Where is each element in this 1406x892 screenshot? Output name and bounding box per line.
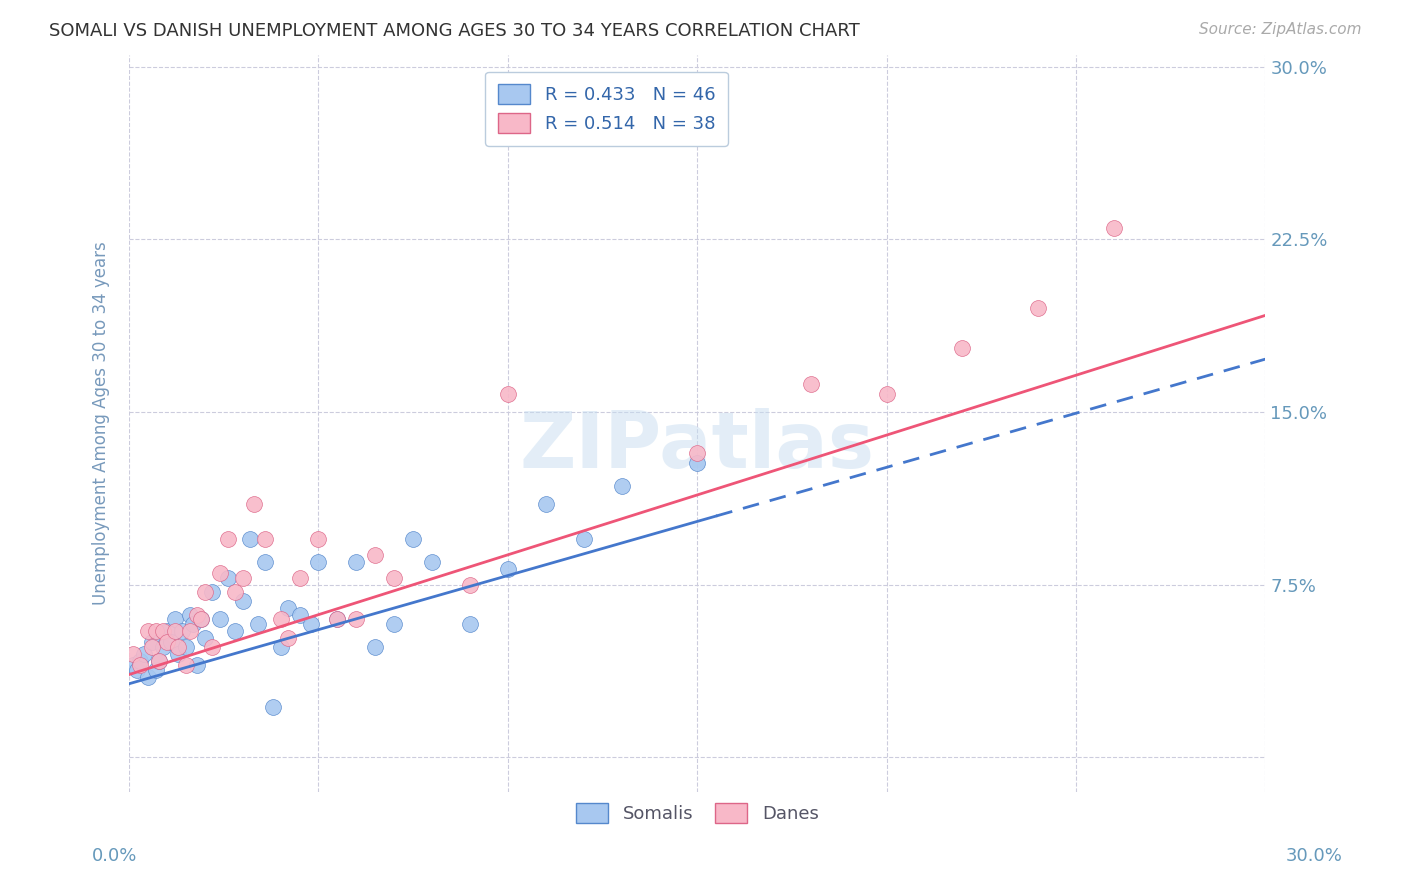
Point [145, 663, 167, 677]
Point [152, 640, 174, 654]
Point [163, 612, 186, 626]
Point [217, 571, 239, 585]
Point [194, 584, 217, 599]
Point [534, 497, 557, 511]
Point [167, 647, 190, 661]
Text: 0.0%: 0.0% [91, 847, 136, 865]
Point [232, 594, 254, 608]
Point [1102, 220, 1125, 235]
Point [148, 654, 170, 668]
Point [572, 532, 595, 546]
Point [163, 624, 186, 638]
Point [686, 446, 709, 460]
Point [246, 616, 269, 631]
Point [308, 555, 330, 569]
Point [382, 616, 405, 631]
Point [141, 635, 163, 649]
Point [254, 532, 277, 546]
Point [952, 341, 974, 355]
Point [224, 584, 246, 599]
Point [382, 571, 405, 585]
Point [277, 600, 299, 615]
Y-axis label: Unemployment Among Ages 30 to 34 years: Unemployment Among Ages 30 to 34 years [93, 242, 110, 606]
Point [344, 555, 367, 569]
Point [496, 386, 519, 401]
Point [179, 624, 201, 638]
Point [326, 612, 349, 626]
Point [232, 571, 254, 585]
Point [686, 456, 709, 470]
Point [190, 612, 212, 626]
Point [224, 624, 246, 638]
Point [194, 631, 217, 645]
Point [201, 584, 224, 599]
Point [288, 571, 311, 585]
Point [270, 640, 292, 654]
Point [254, 555, 277, 569]
Point [145, 624, 167, 638]
Point [364, 548, 387, 562]
Point [183, 616, 205, 631]
Text: 30.0%: 30.0% [1286, 847, 1343, 865]
Point [458, 578, 481, 592]
Point [243, 497, 266, 511]
Point [159, 635, 181, 649]
Point [420, 555, 443, 569]
Point [288, 607, 311, 622]
Point [172, 624, 194, 638]
Point [496, 561, 519, 575]
Point [201, 640, 224, 654]
Point [364, 640, 387, 654]
Point [136, 670, 159, 684]
Point [174, 640, 197, 654]
Text: ZIPatlas: ZIPatlas [520, 408, 875, 483]
Point [277, 631, 299, 645]
Point [148, 654, 170, 668]
Point [156, 624, 179, 638]
Point [326, 612, 349, 626]
Point [129, 654, 152, 668]
Point [122, 647, 145, 661]
Point [262, 699, 284, 714]
Point [1026, 301, 1049, 316]
Point [136, 624, 159, 638]
Legend: Somalis, Danes: Somalis, Danes [564, 791, 831, 836]
Point [186, 658, 208, 673]
Point [270, 612, 292, 626]
Point [129, 658, 152, 673]
Point [134, 647, 156, 661]
Text: SOMALI VS DANISH UNEMPLOYMENT AMONG AGES 30 TO 34 YEARS CORRELATION CHART: SOMALI VS DANISH UNEMPLOYMENT AMONG AGES… [49, 22, 860, 40]
Point [179, 607, 201, 622]
Point [125, 663, 148, 677]
Text: Source: ZipAtlas.com: Source: ZipAtlas.com [1198, 22, 1361, 37]
Point [308, 532, 330, 546]
Point [344, 612, 367, 626]
Point [156, 635, 179, 649]
Point [190, 612, 212, 626]
Point [186, 607, 208, 622]
Point [876, 386, 898, 401]
Point [141, 640, 163, 654]
Point [800, 377, 823, 392]
Point [610, 479, 633, 493]
Point [208, 566, 231, 581]
Point [174, 658, 197, 673]
Point [122, 658, 145, 673]
Point [402, 532, 425, 546]
Point [208, 612, 231, 626]
Point [239, 532, 262, 546]
Point [458, 616, 481, 631]
Point [167, 640, 190, 654]
Point [299, 616, 322, 631]
Point [152, 624, 174, 638]
Point [217, 532, 239, 546]
